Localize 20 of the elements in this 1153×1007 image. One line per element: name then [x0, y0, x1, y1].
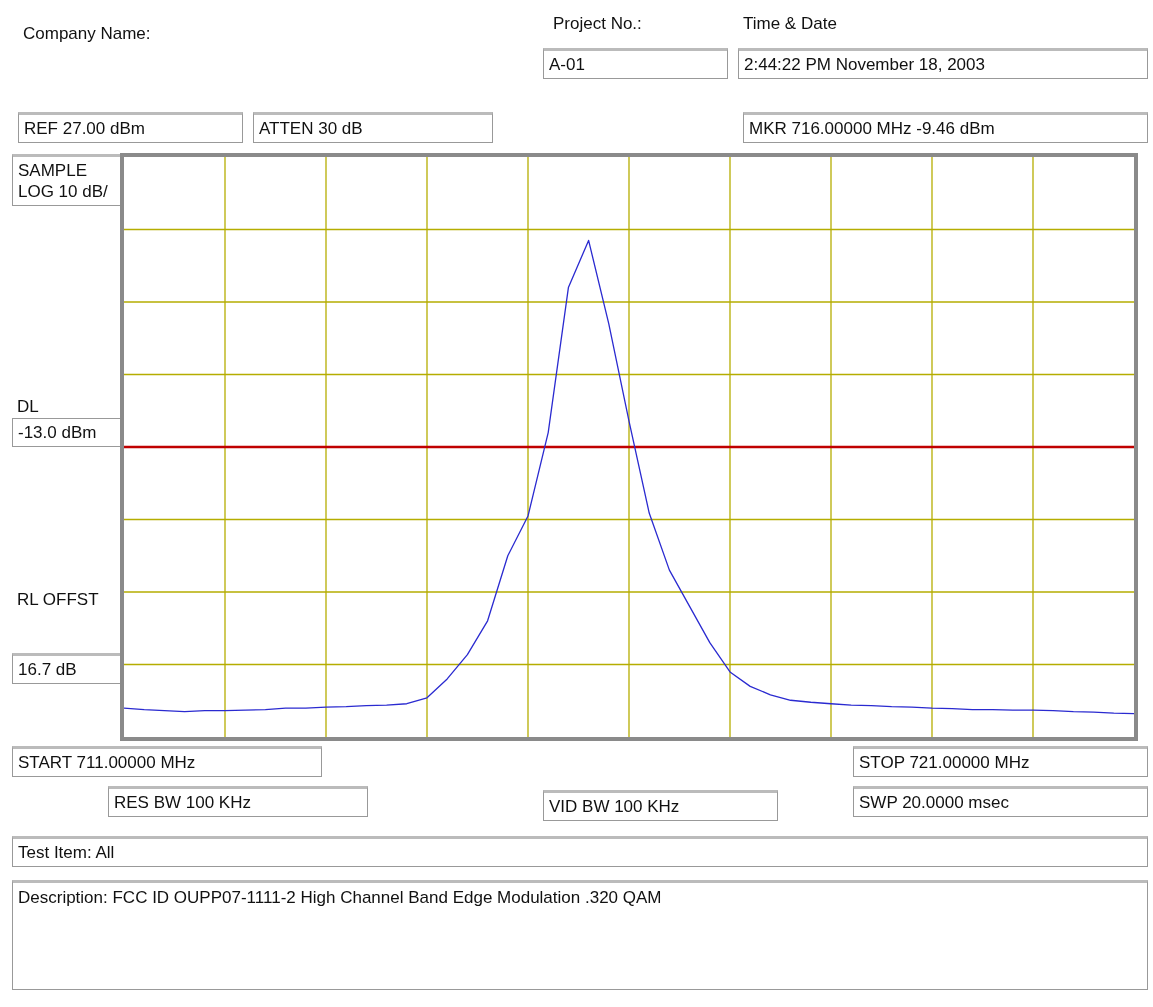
text: Project No.: — [552, 13, 643, 35]
text: 16.7 dB — [12, 653, 124, 684]
text: STOP 721.00000 MHz — [853, 746, 1148, 777]
text: Time & Date — [742, 13, 838, 35]
text: ATTEN 30 dB — [253, 112, 493, 143]
text: VID BW 100 KHz — [543, 790, 778, 821]
text: Test Item: All — [12, 836, 1148, 867]
text: RL OFFST — [16, 589, 100, 611]
text: MKR 716.00000 MHz -9.46 dBm — [743, 112, 1148, 143]
text: Description: FCC ID OUPP07-1111-2 High Channel Band Edge Modulation .320 QAM — [12, 880, 1148, 990]
ref-line-label: -13.0 dBm — [12, 418, 124, 447]
text: 2:44:22 PM November 18, 2003 — [738, 48, 1148, 79]
text: REF 27.00 dBm — [18, 112, 243, 143]
text: SWP 20.0000 msec — [853, 786, 1148, 817]
text: DL — [16, 396, 40, 418]
text: SAMPLE LOG 10 dB/ — [12, 154, 124, 206]
text: Company Name: — [22, 23, 152, 45]
text: A-01 — [543, 48, 728, 79]
text: RES BW 100 KHz — [108, 786, 368, 817]
text: START 711.00000 MHz — [12, 746, 322, 777]
